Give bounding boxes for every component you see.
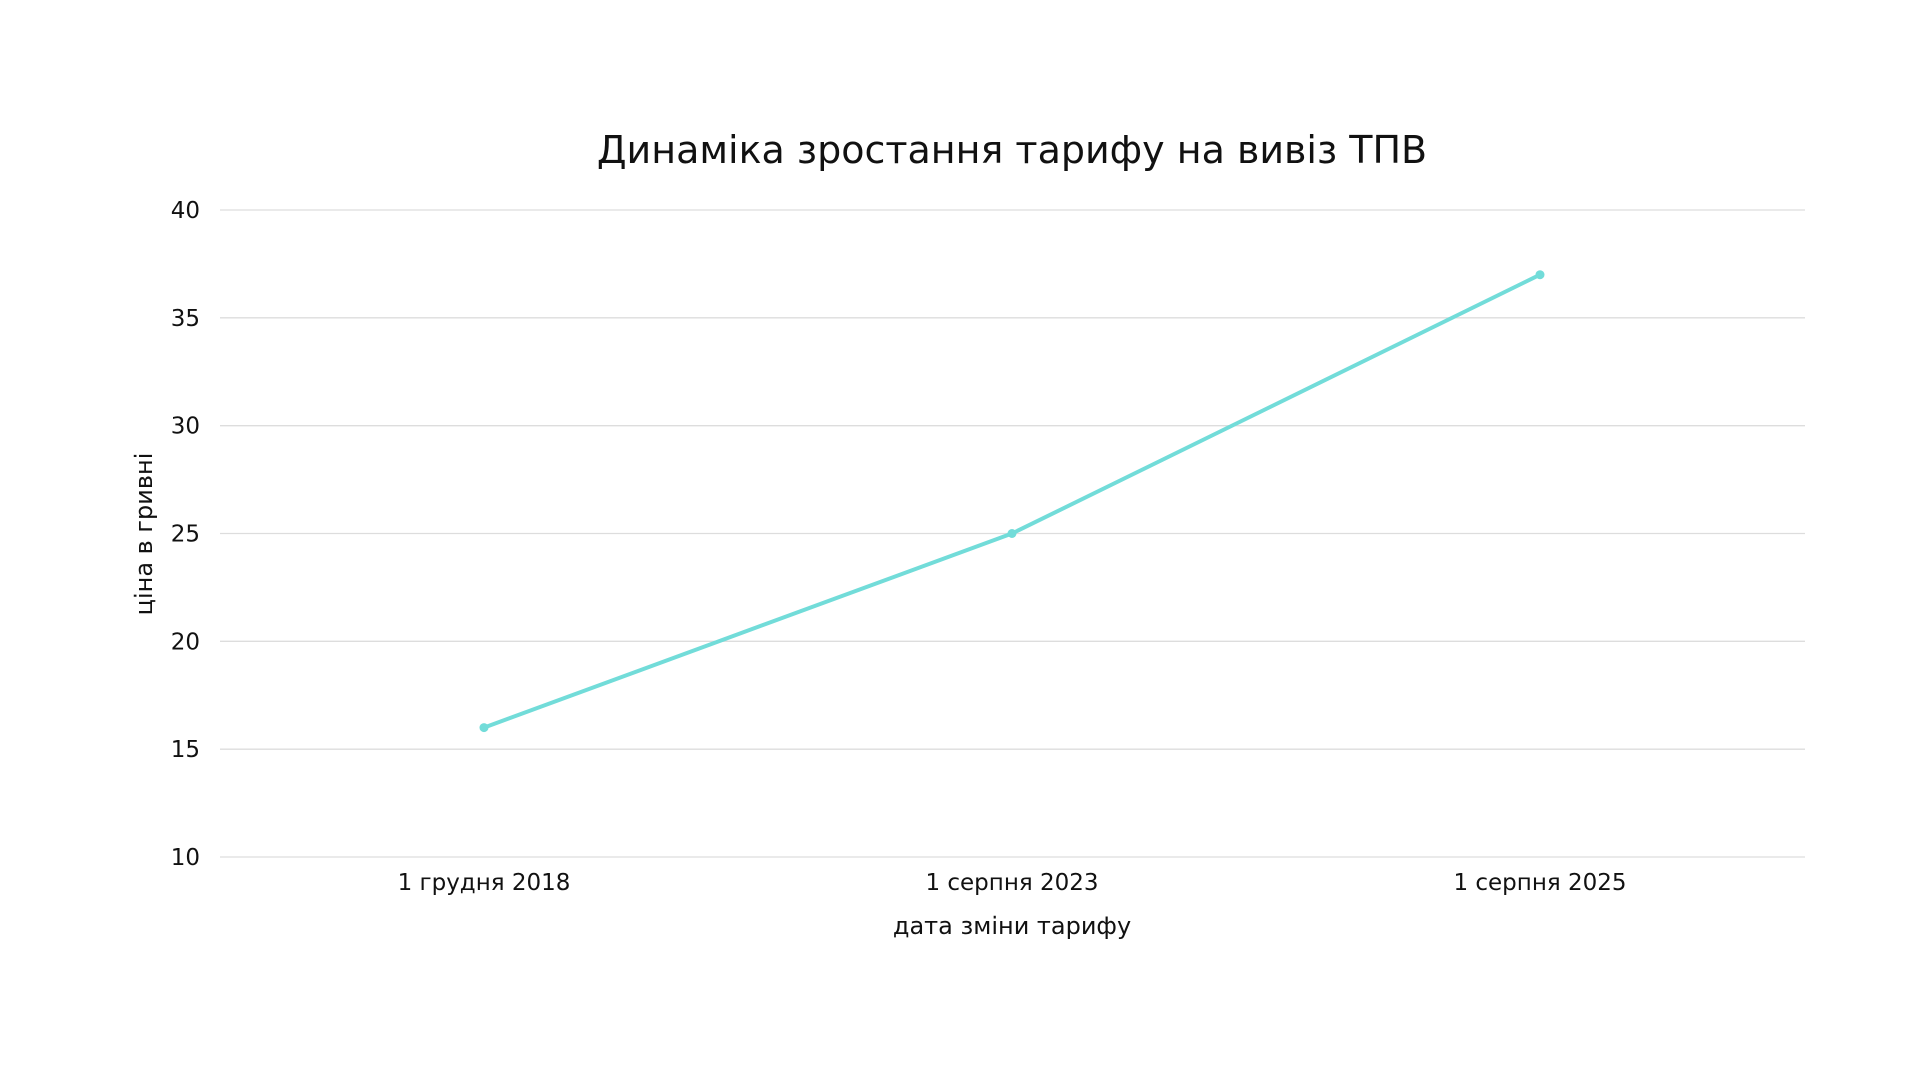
series-line-group [479, 270, 1545, 733]
data-point [1535, 270, 1545, 280]
x-tick-label: 1 серпня 2023 [925, 870, 1098, 896]
gridlines [220, 209, 1805, 858]
data-point [1007, 529, 1017, 538]
y-axis-label: ціна в гривні [130, 453, 158, 616]
y-tick-label: 15 [171, 737, 200, 763]
y-tick-label: 10 [171, 845, 200, 871]
chart-title: Динаміка зростання тарифу на вивіз ТПВ [597, 128, 1427, 172]
y-tick-label: 25 [171, 522, 200, 548]
data-point [479, 723, 489, 733]
y-tick-label: 35 [171, 306, 200, 332]
x-axis-ticks: 1 грудня 2018 1 серпня 2023 1 серпня 2025 [398, 870, 1627, 896]
x-tick-label: 1 серпня 2025 [1453, 870, 1626, 896]
x-axis-label: дата зміни тарифу [893, 912, 1131, 940]
y-tick-label: 20 [171, 629, 200, 655]
y-tick-label: 40 [171, 198, 200, 224]
series-line [483, 272, 1541, 730]
y-axis-ticks: 10 15 20 25 30 35 40 [171, 198, 200, 871]
y-tick-label: 30 [171, 414, 200, 440]
x-tick-label: 1 грудня 2018 [398, 870, 571, 896]
